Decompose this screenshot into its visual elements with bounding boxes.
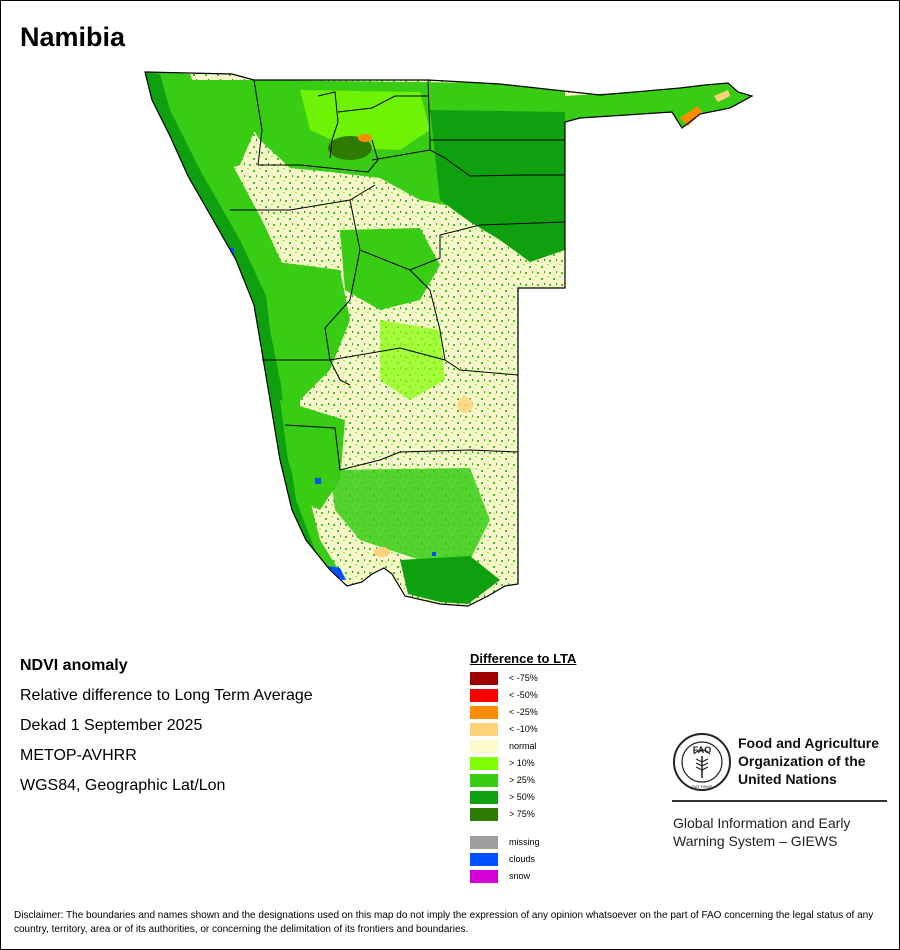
- caprivi-orange-east: [714, 90, 730, 102]
- system-name-line-1: Global Information and Early: [673, 815, 851, 831]
- logo-text: FAO: [693, 745, 712, 755]
- legend-swatch: [470, 853, 498, 866]
- etosha-orange-patch: [358, 134, 372, 142]
- legend-swatch: [470, 689, 498, 702]
- legend-label: snow: [509, 871, 531, 881]
- org-name-line-1: Food and Agriculture: [738, 735, 880, 751]
- org-name-line-2: Organization of the: [738, 753, 866, 769]
- legend-swatch: [470, 706, 498, 719]
- south-dark-green: [400, 556, 500, 604]
- cloud-patch-2: [315, 478, 321, 484]
- legend-swatch: [470, 836, 498, 849]
- org-divider: [672, 800, 887, 802]
- legend-label: > 25%: [509, 775, 535, 785]
- legend-swatch: [470, 740, 498, 753]
- logo-motto: FIAT PANIS: [691, 784, 712, 789]
- region-boundaries: [230, 79, 566, 471]
- central-green: [340, 228, 440, 310]
- time-period: Dekad 1 September 2025: [20, 717, 203, 734]
- disclaimer-text: Disclaimer: The boundaries and names sho…: [14, 910, 874, 935]
- cloud-patch-3: [328, 566, 346, 580]
- legend-label: > 75%: [509, 809, 535, 819]
- legend-swatch: [470, 672, 498, 685]
- northeast-dark-green: [430, 110, 565, 262]
- fao-logo-icon: FAO FIAT PANIS: [673, 733, 731, 791]
- legend-label: > 50%: [509, 792, 535, 802]
- ndvi-anomaly-pixels: [145, 72, 570, 606]
- legend-label: < -25%: [509, 707, 538, 717]
- legend-title: Difference to LTA: [470, 651, 577, 666]
- legend-swatch: [470, 870, 498, 883]
- coastal-edge-dark: [145, 72, 340, 582]
- legend-label: < -75%: [509, 673, 538, 683]
- legend-label: missing: [509, 837, 540, 847]
- legend-label: < -10%: [509, 724, 538, 734]
- central-pale-orange-patch: [457, 397, 473, 413]
- legend-label: normal: [509, 741, 537, 751]
- product-description: Relative difference to Long Term Average: [20, 687, 313, 704]
- projection-info: WGS84, Geographic Lat/Lon: [20, 777, 226, 794]
- map-title: Namibia: [20, 22, 126, 52]
- system-name-line-2: Warning System – GIEWS: [673, 833, 838, 849]
- central-west-green: [262, 260, 350, 400]
- map-canvas: [144, 71, 754, 607]
- sensor-name: METOP-AVHRR: [20, 747, 137, 764]
- legend-label: > 10%: [509, 758, 535, 768]
- legend-label: clouds: [509, 854, 536, 864]
- legend-swatch: [470, 723, 498, 736]
- legend-swatch: [470, 808, 498, 821]
- legend-swatch: [470, 774, 498, 787]
- central-light-green: [380, 320, 445, 400]
- south-pale-orange-patch: [374, 547, 390, 557]
- legend-swatch: [470, 757, 498, 770]
- product-name: NDVI anomaly: [20, 657, 128, 674]
- south-green: [330, 468, 490, 560]
- legend-label: < -50%: [509, 690, 538, 700]
- org-name-line-3: United Nations: [738, 771, 837, 787]
- cloud-patch-4: [432, 552, 436, 556]
- legend-swatch: [470, 791, 498, 804]
- north-central-light-green: [300, 90, 430, 150]
- country-border: [144, 71, 754, 607]
- caprivi-orange-tip: [680, 106, 702, 126]
- etosha-dark-green: [328, 136, 372, 160]
- northwest-green: [165, 80, 255, 175]
